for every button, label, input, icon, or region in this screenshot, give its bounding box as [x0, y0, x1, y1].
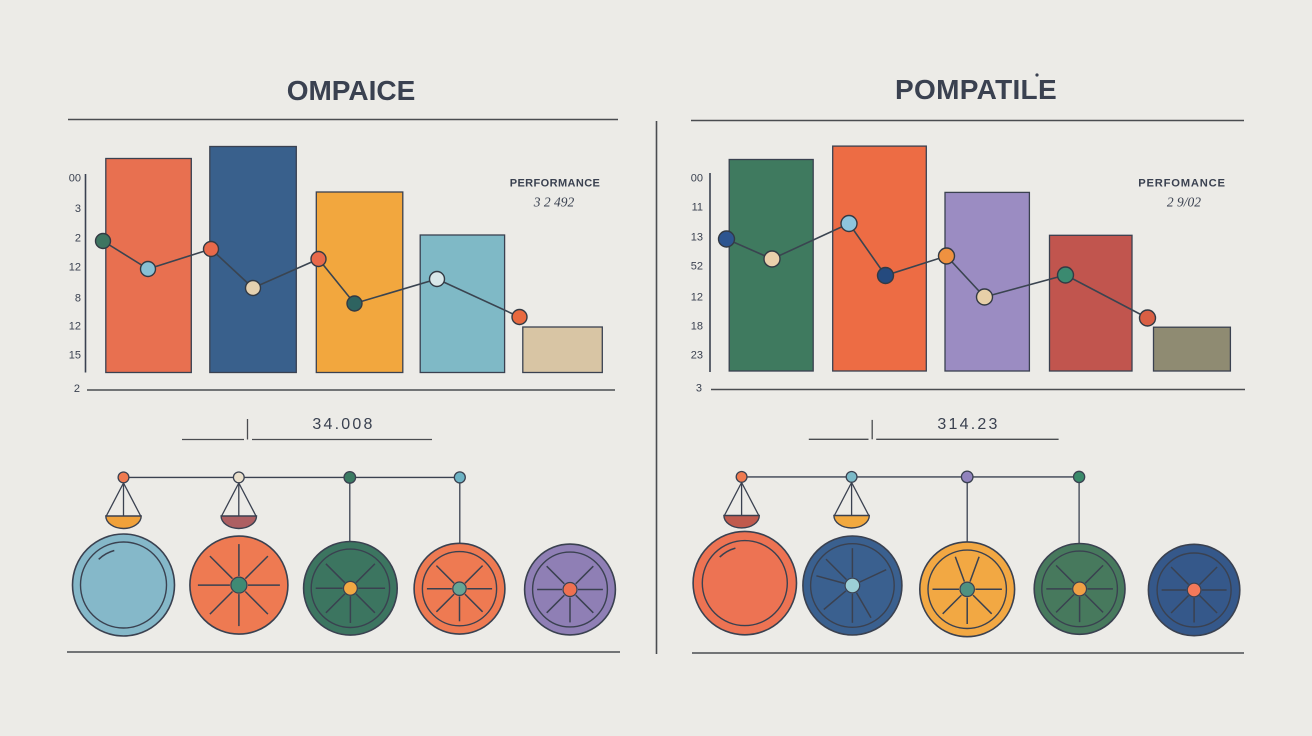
- svg-text:00: 00: [691, 173, 703, 185]
- svg-text:8: 8: [75, 293, 81, 305]
- svg-text:15: 15: [69, 350, 81, 362]
- svg-text:2: 2: [74, 383, 80, 395]
- svg-text:13: 13: [691, 232, 703, 244]
- svg-text:PERFORMANCE: PERFORMANCE: [510, 178, 601, 190]
- svg-text:52: 52: [691, 261, 703, 273]
- svg-text:2: 2: [75, 233, 81, 245]
- svg-text:18: 18: [691, 321, 703, 333]
- svg-text:OMPAICE: OMPAICE: [287, 75, 416, 106]
- svg-text:12: 12: [69, 262, 81, 274]
- svg-text:12: 12: [69, 321, 81, 333]
- svg-text:3: 3: [75, 203, 81, 215]
- svg-text:34.008: 34.008: [312, 416, 374, 433]
- svg-text:00: 00: [69, 173, 81, 185]
- svg-text:11: 11: [692, 202, 703, 214]
- svg-text:PERFOMANCE: PERFOMANCE: [1138, 178, 1226, 190]
- svg-text:3 2 492: 3 2 492: [533, 195, 575, 210]
- svg-text:23: 23: [691, 350, 703, 362]
- svg-text:3: 3: [696, 383, 702, 395]
- svg-text:314.23: 314.23: [937, 416, 999, 433]
- svg-text:POMPATILE: POMPATILE: [895, 74, 1057, 105]
- svg-text:12: 12: [691, 292, 703, 304]
- svg-text:2 9/02: 2 9/02: [1167, 195, 1201, 210]
